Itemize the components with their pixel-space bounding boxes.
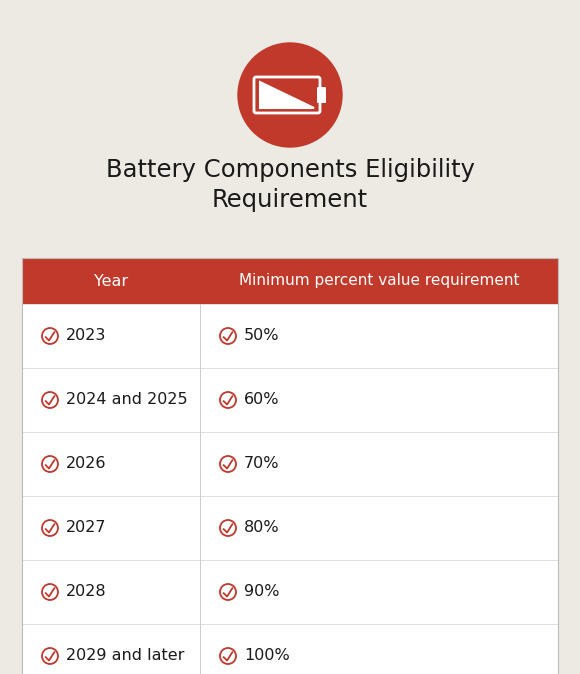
Text: 2028: 2028 (66, 584, 107, 599)
FancyBboxPatch shape (317, 87, 326, 103)
FancyBboxPatch shape (22, 496, 558, 560)
FancyBboxPatch shape (22, 258, 558, 304)
FancyBboxPatch shape (22, 368, 558, 432)
Text: 80%: 80% (244, 520, 280, 536)
Text: 70%: 70% (244, 456, 280, 472)
Text: Year: Year (94, 274, 128, 288)
Text: 2027: 2027 (66, 520, 107, 536)
FancyBboxPatch shape (22, 304, 558, 368)
Circle shape (238, 43, 342, 147)
Text: 60%: 60% (244, 392, 280, 408)
Text: 100%: 100% (244, 648, 290, 663)
Text: Battery Components Eligibility: Battery Components Eligibility (106, 158, 474, 182)
Text: 2026: 2026 (66, 456, 107, 472)
Text: 90%: 90% (244, 584, 280, 599)
Text: 2024 and 2025: 2024 and 2025 (66, 392, 187, 408)
Text: 2029 and later: 2029 and later (66, 648, 184, 663)
FancyBboxPatch shape (22, 432, 558, 496)
Text: 50%: 50% (244, 328, 280, 344)
Text: Requirement: Requirement (212, 188, 368, 212)
FancyBboxPatch shape (22, 560, 558, 624)
FancyBboxPatch shape (22, 624, 558, 674)
Text: Minimum percent value requirement: Minimum percent value requirement (239, 274, 519, 288)
Text: 2023: 2023 (66, 328, 106, 344)
Polygon shape (260, 82, 314, 108)
